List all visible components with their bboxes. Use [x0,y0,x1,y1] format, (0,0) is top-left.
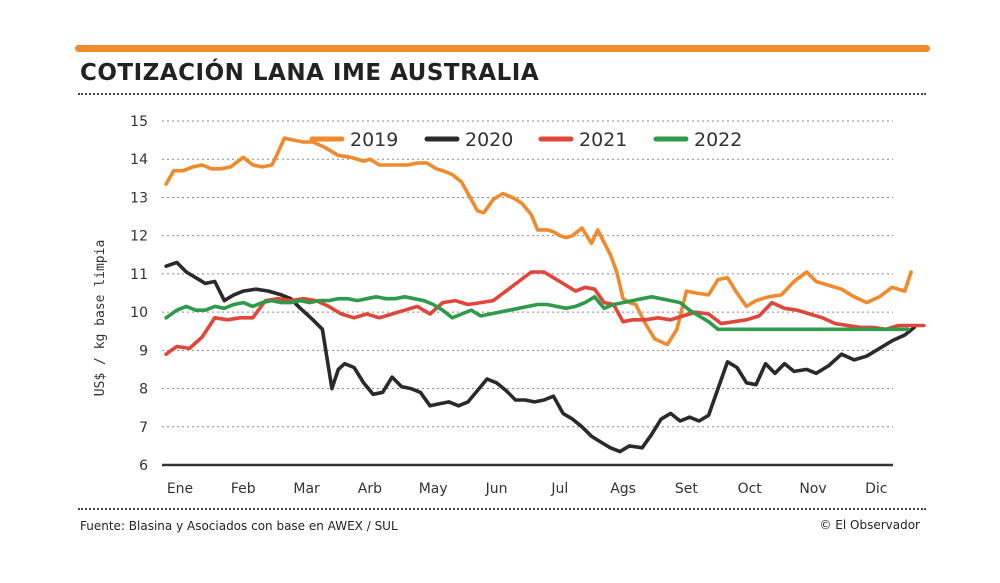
top-accent-bar [75,45,930,52]
y-tick-label: 10 [130,305,148,321]
y-tick-label: 12 [130,229,148,245]
y-tick-label: 11 [130,267,148,283]
x-tick-label: Oct [738,481,763,497]
y-tick-label: 6 [139,458,148,474]
y-tick-label: 9 [139,343,148,359]
y-axis-label: US$ / kg base limpia [93,240,108,397]
x-tick-label: Nov [799,481,826,497]
y-tick-label: 7 [139,420,148,436]
series-layer [164,136,926,454]
y-tick-label: 8 [139,382,148,398]
legend-label-2019: 2019 [350,129,398,151]
series-line-2020 [164,260,917,454]
x-tick-label: Arb [358,481,382,497]
series-line-2019 [164,136,913,347]
x-tick-label: Mar [293,481,320,497]
legend: 2019 2020 2021 2022 [309,129,742,151]
legend-label-2020: 2020 [465,129,513,151]
legend-label-2022: 2022 [694,129,742,151]
x-tick-label: Jul [550,481,568,497]
footer-divider [78,508,926,510]
source-note: Fuente: Blasina y Asociados con base en … [80,519,398,533]
grid-layer [162,120,893,467]
copyright-note: © El Observador [819,518,920,532]
x-tick-label: Feb [231,481,256,497]
legend-label-2021: 2021 [579,129,627,151]
x-tick-label: Dic [865,481,887,497]
chart-title: COTIZACIÓN LANA IME AUSTRALIA [80,60,540,86]
series-line-2022 [164,294,910,332]
y-tick-label: 15 [130,114,148,130]
x-tick-label: Ags [610,481,636,497]
title-divider [78,93,926,95]
x-tick-label: Set [675,481,699,497]
y-tick-label: 14 [130,152,148,168]
series-line-2021 [164,270,926,357]
x-tick-label: Jun [485,481,508,497]
x-tick-label: May [419,481,448,497]
y-tick-label: 13 [130,190,148,206]
x-tick-label: Ene [167,481,193,497]
axis-layer: 6 7 8 9 10 11 12 13 14 15 Ene Feb Mar Arb May Jun Jul Ags… [130,114,887,497]
